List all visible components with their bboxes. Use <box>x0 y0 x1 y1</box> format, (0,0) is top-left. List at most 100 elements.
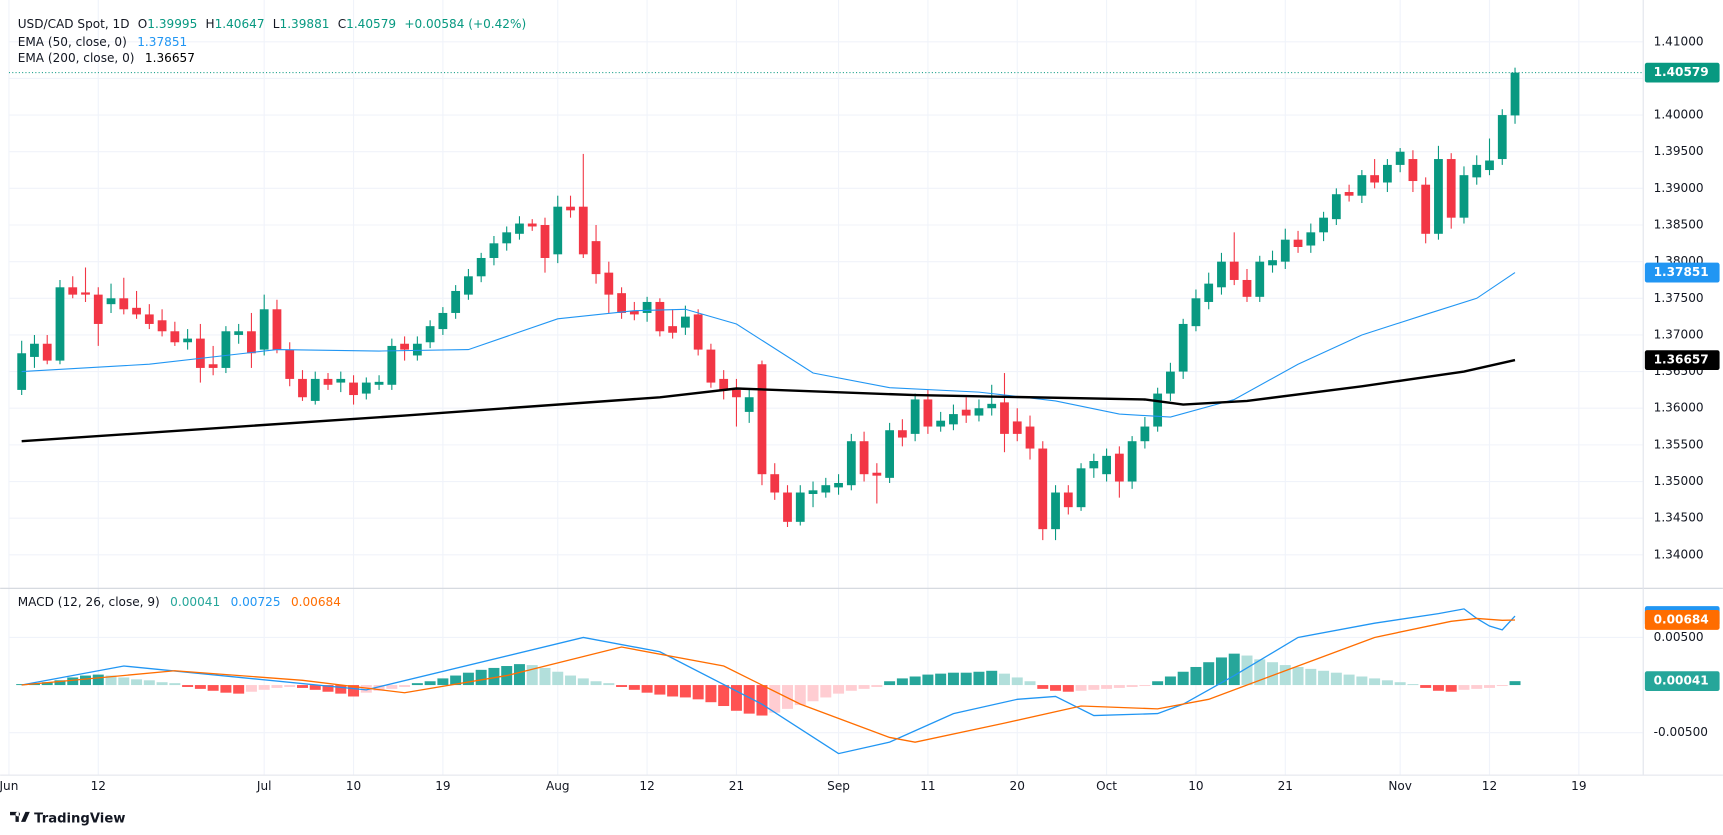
candle-body <box>374 381 384 385</box>
candle-body <box>1063 492 1073 508</box>
macd-histogram-bar <box>743 685 755 714</box>
x-tick-label: 12 <box>639 779 654 793</box>
x-tick-label: 21 <box>729 779 744 793</box>
candle-body <box>298 378 307 398</box>
candle-body <box>93 294 103 324</box>
macd-histogram-bar <box>1050 685 1062 691</box>
candle-body <box>515 223 524 234</box>
candle-body <box>719 378 729 390</box>
macd-line-value: 0.00725 <box>231 595 281 609</box>
macd-histogram-bar <box>450 675 462 686</box>
candle-body <box>1012 421 1022 434</box>
macd-histogram-bar <box>207 685 219 691</box>
macd-histogram-bar <box>654 685 666 695</box>
macd-histogram-bar <box>947 672 959 686</box>
macd-histogram-bar <box>118 677 130 686</box>
ema-badge-bg <box>1644 350 1720 370</box>
high-label: H <box>206 17 215 31</box>
macd-histogram-bar <box>1152 681 1164 686</box>
candle-body <box>783 492 792 522</box>
macd-histogram-bar <box>884 681 896 686</box>
candle-body <box>629 310 639 315</box>
candle-body <box>1153 393 1163 427</box>
candle-body <box>1255 261 1265 297</box>
macd-histogram-bar <box>782 685 793 709</box>
candle-body <box>476 257 486 277</box>
macd-histogram-bar <box>1458 685 1470 690</box>
candle-body <box>808 490 818 494</box>
macd-histogram-bar <box>871 685 883 687</box>
candle-body <box>923 399 933 427</box>
macd-badge-bg <box>1644 610 1720 630</box>
candle-body <box>1140 426 1150 442</box>
macd-histogram-bar <box>616 685 628 687</box>
macd-legend: MACD (12, 26, close, 9) 0.00041 0.00725 … <box>18 595 341 609</box>
macd-histogram-bar <box>909 676 921 686</box>
close-label: C <box>338 17 346 31</box>
macd-histogram-bar <box>718 685 730 707</box>
macd-histogram-bar <box>1330 672 1342 686</box>
candle-body <box>693 314 703 350</box>
macd-histogram-bar <box>1101 685 1113 689</box>
macd-histogram-bar <box>833 685 845 694</box>
candle-body <box>961 409 971 416</box>
macd-histogram-bar <box>271 685 283 688</box>
macd-histogram-bar <box>1062 685 1074 692</box>
x-tick-label: 21 <box>1278 779 1293 793</box>
macd-histogram-bar <box>1203 662 1215 686</box>
macd-histogram-bar <box>54 680 66 686</box>
macd-histogram-bar <box>1432 685 1444 691</box>
low-value: 1.39881 <box>280 17 330 31</box>
macd-histogram-bar <box>1484 685 1495 688</box>
macd-histogram-bar <box>986 670 998 686</box>
candle-body <box>1408 159 1418 182</box>
macd-histogram-bar <box>67 677 79 686</box>
y-tick-label: 1.35000 <box>1654 474 1704 488</box>
x-tick-label: 10 <box>346 779 361 793</box>
x-tick-label: 19 <box>435 779 450 793</box>
open-value: 1.39995 <box>147 17 197 31</box>
candle-body <box>221 331 231 368</box>
ema-line <box>21 272 1516 418</box>
candle-body <box>1357 175 1367 196</box>
macd-badge: 0.00684 <box>1654 612 1709 626</box>
candle-body <box>1217 261 1226 288</box>
candle-body <box>1421 184 1431 234</box>
candle-body <box>872 472 882 476</box>
macd-histogram-bar <box>1445 685 1457 692</box>
candle-body <box>655 301 665 332</box>
candle-body <box>1446 159 1456 218</box>
macd-histogram-bar <box>475 669 487 686</box>
candle-body <box>617 293 626 313</box>
macd-histogram-bar <box>462 672 474 686</box>
candle-body <box>412 343 422 356</box>
macd-histogram-bar <box>1318 670 1330 686</box>
candle-body <box>425 326 435 343</box>
ema-badge: 1.36657 <box>1654 353 1709 367</box>
macd-histogram-bar <box>143 680 155 686</box>
candle-body <box>1038 448 1048 530</box>
candle-body <box>1382 164 1392 183</box>
logo-mark <box>10 811 30 822</box>
macd-histogram-bar <box>539 667 551 686</box>
macd-histogram-bar <box>730 685 742 711</box>
macd-histogram-bar <box>513 664 525 686</box>
candle-body <box>144 314 154 324</box>
candle-body <box>1178 323 1188 372</box>
candle-body <box>1331 194 1341 220</box>
x-tick-label: Oct <box>1096 779 1117 793</box>
macd-histogram-bar <box>488 667 500 686</box>
candle-body <box>1293 239 1303 247</box>
candle-body <box>668 326 678 333</box>
candle-body <box>680 316 690 328</box>
macd-pane <box>16 608 1521 755</box>
candle-body <box>234 331 244 335</box>
macd-histogram-bar <box>1509 681 1521 686</box>
candle-body <box>310 378 320 401</box>
macd-histogram-bar <box>1190 666 1202 686</box>
macd-histogram-bar <box>973 671 985 686</box>
candle-body <box>795 492 805 522</box>
macd-histogram-bar <box>182 685 194 687</box>
macd-histogram-bar <box>348 685 360 697</box>
macd-histogram-bar <box>360 685 372 693</box>
